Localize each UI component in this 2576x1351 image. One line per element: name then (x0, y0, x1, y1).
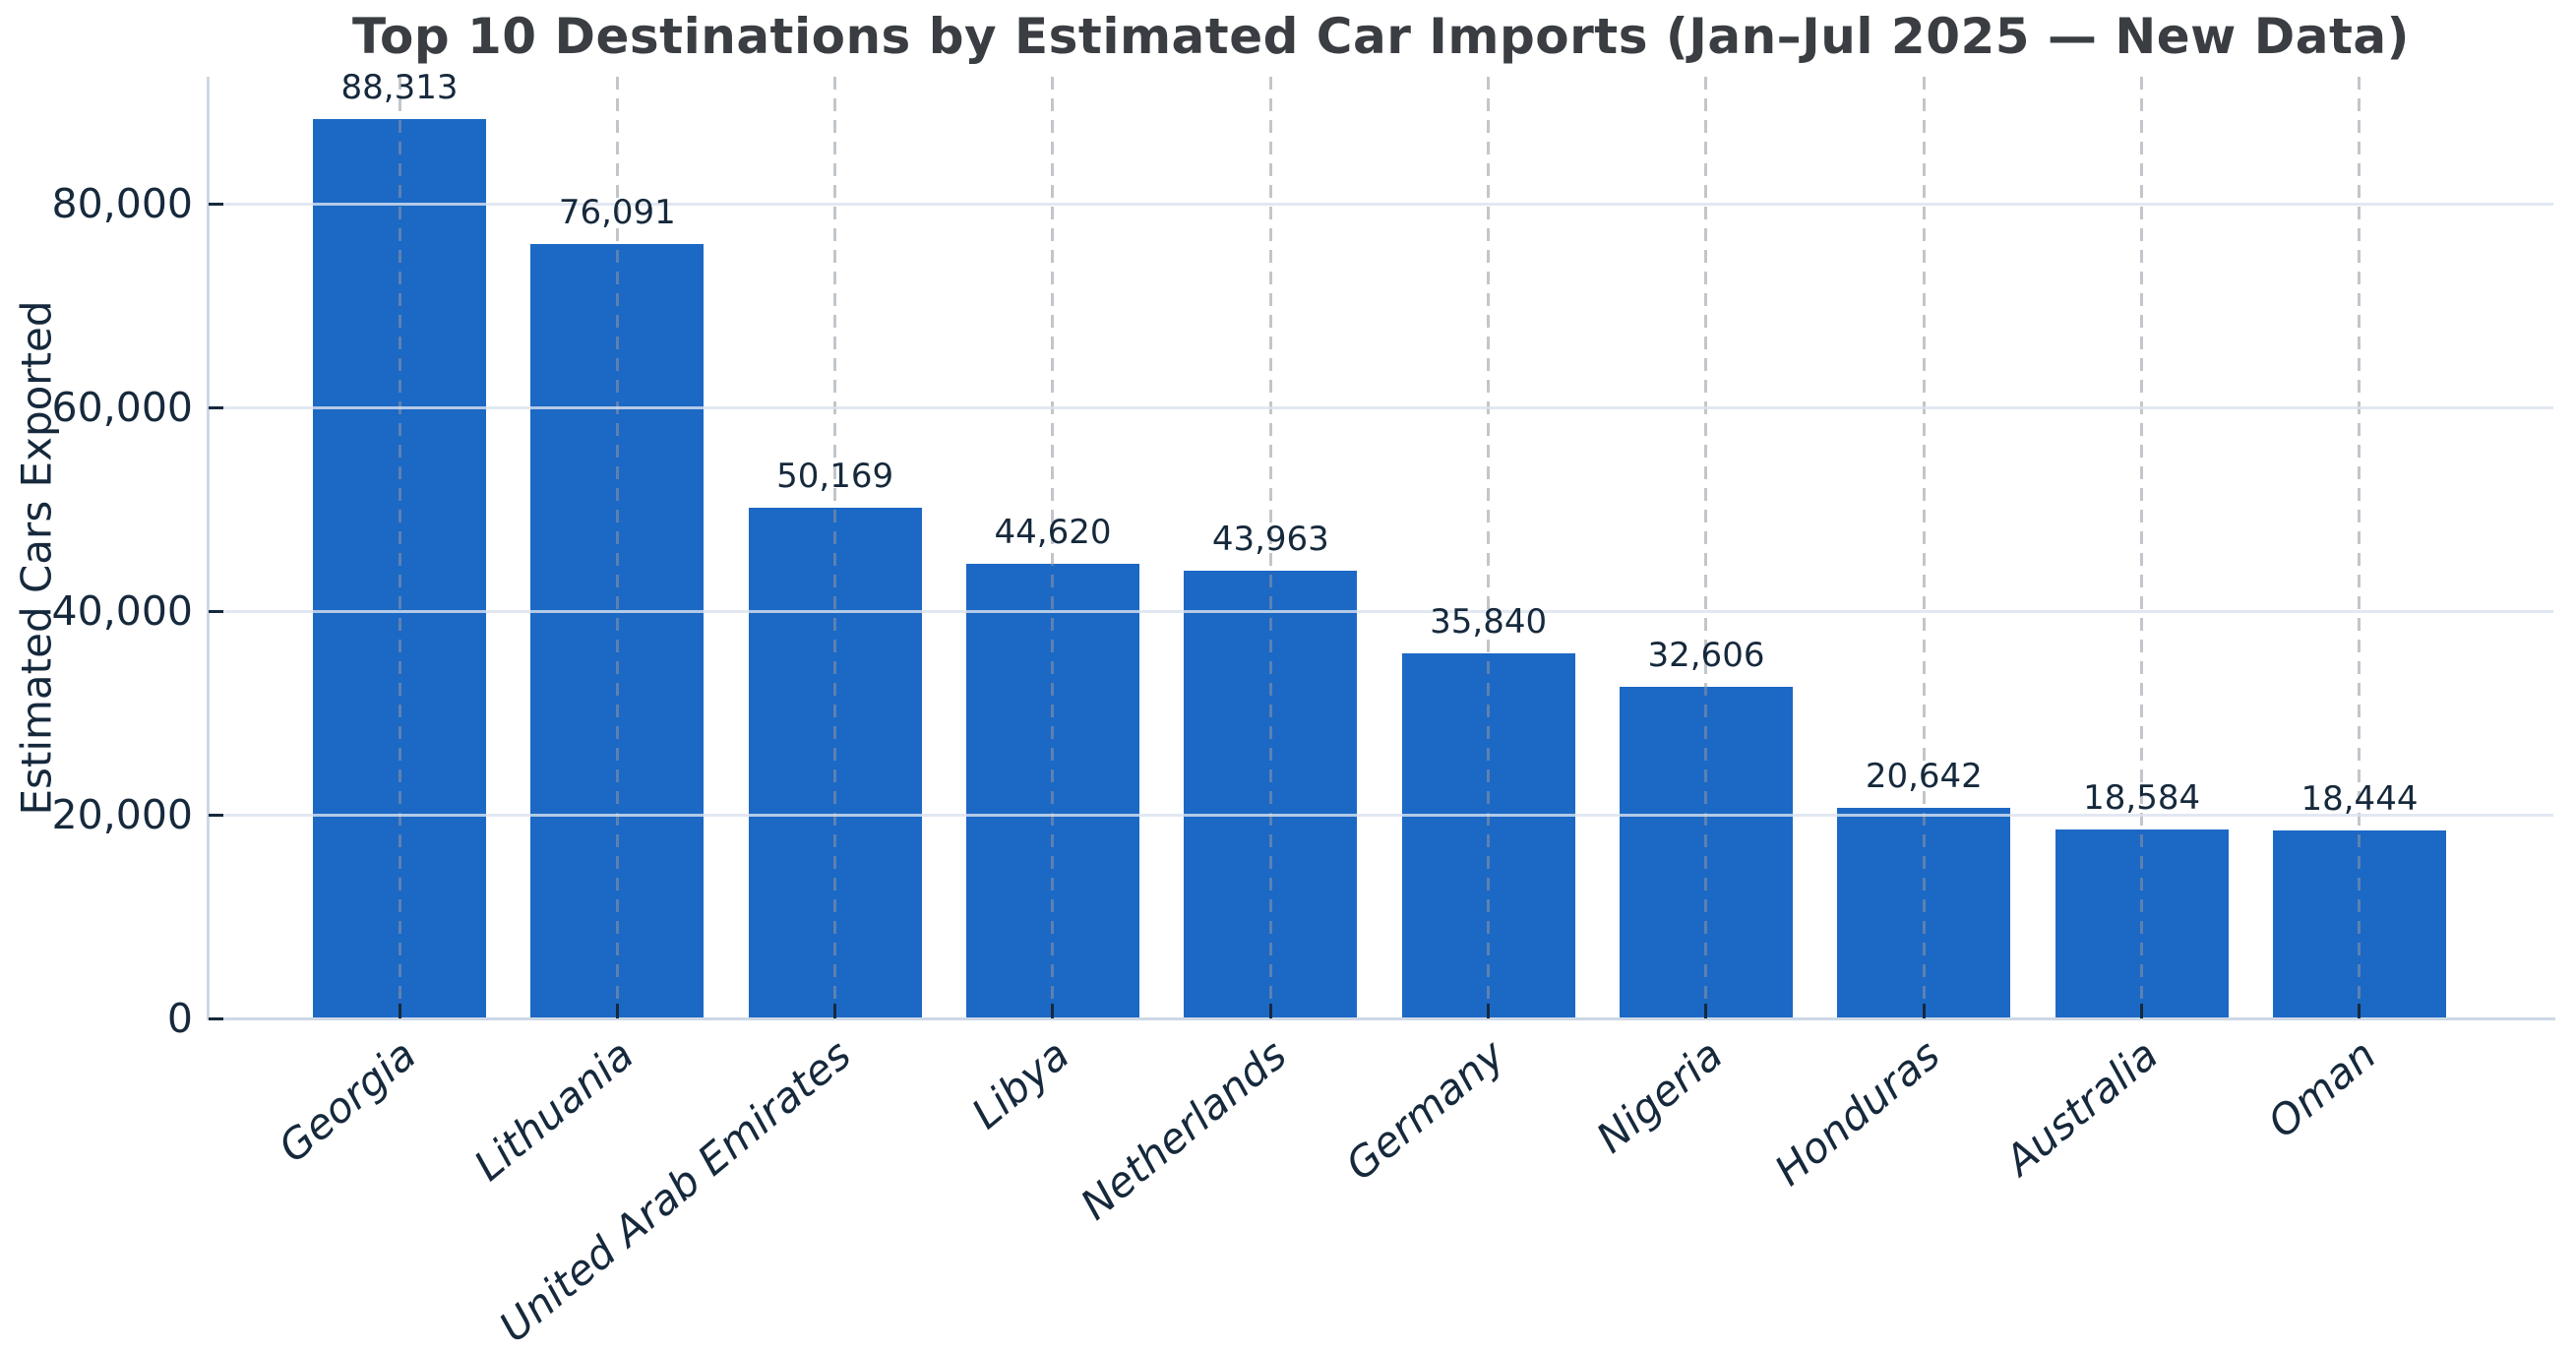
x-tick-mark (398, 1004, 401, 1018)
bar-value-label: 88,313 (340, 68, 459, 108)
h-gridline (209, 813, 2553, 817)
y-axis-title: Estimated Cars Exported (12, 300, 61, 816)
x-tick-mark (1922, 1004, 1926, 1018)
x-tick-label: Nigeria (1586, 1030, 1732, 1163)
bar-value-label: 35,840 (1430, 602, 1548, 643)
x-tick-label: Libya (961, 1030, 1078, 1138)
bar-value-label: 76,091 (558, 192, 676, 232)
v-gridline (615, 77, 619, 1018)
y-tick-label: 20,000 (51, 791, 193, 839)
x-tick-mark (1487, 1004, 1491, 1018)
plot-area: 88,313 76,091 50,169 44,620 43,963 35,840 32,6… (207, 68, 2555, 1020)
x-tick-mark (1704, 1004, 1708, 1018)
h-gridline (209, 609, 2553, 613)
x-tick-mark (2140, 1004, 2144, 1018)
h-gridline (209, 405, 2553, 409)
y-tick-label: 40,000 (51, 587, 193, 636)
chart-title: Top 10 Destinations by Estimated Car Imp… (352, 8, 2410, 65)
v-gridline (1268, 77, 1272, 1018)
x-tick-label: Australia (1995, 1030, 2168, 1185)
v-gridline (1704, 77, 1708, 1018)
y-tick-mark (209, 813, 223, 817)
y-tick-mark (209, 609, 223, 613)
v-gridline (1051, 77, 1055, 1018)
v-gridline (1487, 77, 1491, 1018)
y-tick-label: 60,000 (51, 384, 193, 432)
bar-value-label: 50,169 (776, 456, 894, 496)
y-tick-mark (209, 1016, 223, 1020)
x-tick-mark (615, 1004, 619, 1018)
v-gridline (2358, 77, 2361, 1018)
y-tick-mark (209, 405, 223, 409)
x-tick-mark (833, 1004, 837, 1018)
y-tick-label: 0 (166, 995, 193, 1042)
v-gridline (398, 77, 401, 1018)
bar-value-label: 43,963 (1211, 520, 1329, 560)
x-tick-label: Lithuania (464, 1030, 643, 1191)
v-gridline (1922, 77, 1926, 1018)
bar-value-label: 18,584 (2083, 777, 2201, 818)
bar-value-label: 20,642 (1865, 757, 1983, 797)
x-tick-label: Oman (2258, 1030, 2385, 1147)
bar-value-label: 44,620 (994, 513, 1112, 553)
y-tick-mark (209, 202, 223, 206)
y-axis-spine (207, 77, 210, 1018)
x-tick-label: Honduras (1765, 1030, 1949, 1196)
figure: Top 10 Destinations by Estimated Car Imp… (12, 8, 2555, 1351)
y-tick-label: 80,000 (51, 180, 193, 228)
x-tick-mark (2358, 1004, 2361, 1018)
v-gridline (833, 77, 837, 1018)
x-axis-spine (207, 1017, 2555, 1020)
x-tick-label: Germany (1336, 1030, 1514, 1191)
bar-value-label: 32,606 (1647, 635, 1765, 675)
v-gridline (2140, 77, 2144, 1018)
x-tick-mark (1051, 1004, 1055, 1018)
x-tick-label: United Arab Emirates (490, 1030, 861, 1351)
bar-value-label: 18,444 (2300, 779, 2419, 820)
x-tick-mark (1268, 1004, 1272, 1018)
x-tick-label: Netherlands (1072, 1030, 1296, 1230)
x-tick-label: Georgia (269, 1030, 425, 1172)
h-gridline (209, 202, 2553, 206)
